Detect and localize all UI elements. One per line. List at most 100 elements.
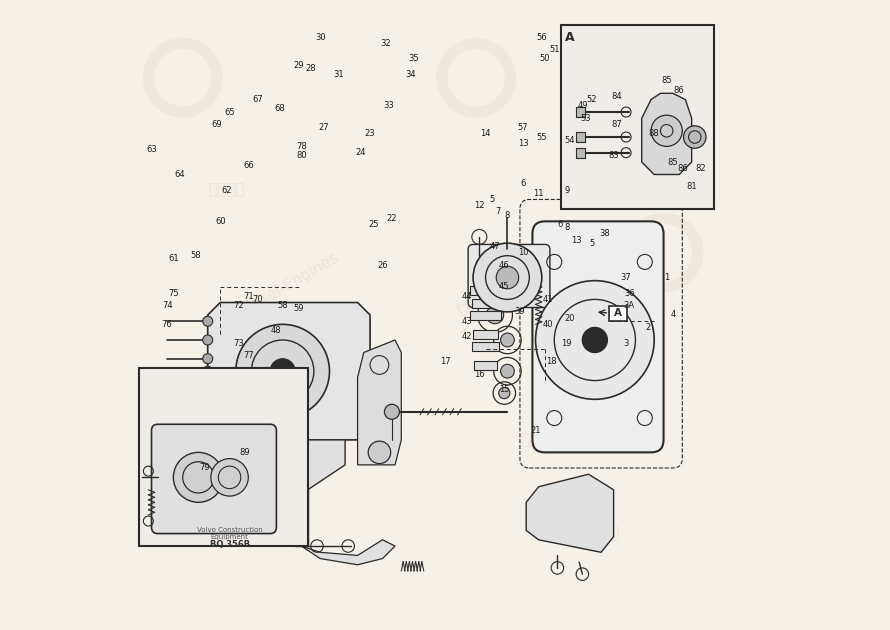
Text: 13: 13 <box>518 139 529 148</box>
Text: 66: 66 <box>243 161 254 169</box>
Text: 83: 83 <box>608 151 619 160</box>
Bar <box>474 361 497 370</box>
Text: 30: 30 <box>315 33 326 42</box>
Bar <box>576 147 586 158</box>
Text: 19: 19 <box>562 338 572 348</box>
Text: 10: 10 <box>518 248 529 257</box>
Text: 47: 47 <box>490 242 500 251</box>
Text: 紫发动力: 紫发动力 <box>302 432 338 447</box>
Polygon shape <box>526 474 613 553</box>
Text: 88: 88 <box>649 129 659 139</box>
Text: 25: 25 <box>368 220 378 229</box>
Circle shape <box>486 306 504 324</box>
Text: 87: 87 <box>611 120 622 129</box>
Text: 53: 53 <box>580 114 591 123</box>
Text: 77: 77 <box>243 351 254 360</box>
Circle shape <box>203 335 213 345</box>
Circle shape <box>174 452 223 502</box>
Text: 58: 58 <box>190 251 200 260</box>
Text: 9: 9 <box>564 186 570 195</box>
Text: 43: 43 <box>462 317 473 326</box>
Text: 85: 85 <box>661 76 672 85</box>
Text: A: A <box>565 31 575 43</box>
Text: 54: 54 <box>564 135 575 145</box>
Text: 15: 15 <box>499 386 510 394</box>
FancyBboxPatch shape <box>468 244 550 307</box>
Bar <box>576 107 586 117</box>
Text: 62: 62 <box>221 186 231 195</box>
Text: 22: 22 <box>386 214 397 223</box>
Text: 16: 16 <box>474 370 485 379</box>
Bar <box>139 368 308 546</box>
Text: 51: 51 <box>549 45 560 54</box>
Text: 20: 20 <box>564 314 575 323</box>
Text: 23: 23 <box>365 129 376 139</box>
Circle shape <box>498 387 510 399</box>
Bar <box>472 299 499 307</box>
Text: 37: 37 <box>620 273 632 282</box>
Text: 3A: 3A <box>624 301 635 310</box>
Circle shape <box>651 115 683 146</box>
Polygon shape <box>207 302 370 440</box>
Text: 17: 17 <box>440 357 450 366</box>
Text: 8: 8 <box>505 210 510 220</box>
Text: 80: 80 <box>296 151 307 160</box>
Circle shape <box>500 333 514 347</box>
Text: 79: 79 <box>199 464 210 472</box>
Text: 39: 39 <box>514 307 525 316</box>
Text: 紫发动力: 紫发动力 <box>583 526 619 541</box>
Text: 84: 84 <box>611 92 622 101</box>
Text: 35: 35 <box>409 54 419 64</box>
Text: 1: 1 <box>664 273 669 282</box>
Text: 85: 85 <box>668 158 678 166</box>
Circle shape <box>497 266 519 289</box>
Text: 42: 42 <box>462 333 472 341</box>
Text: 65: 65 <box>224 108 235 117</box>
Circle shape <box>684 126 706 148</box>
Text: BQ 356B: BQ 356B <box>209 540 249 549</box>
Circle shape <box>203 366 213 376</box>
Text: 13: 13 <box>570 236 581 244</box>
Text: 73: 73 <box>233 338 245 348</box>
Text: 14: 14 <box>481 129 491 139</box>
Bar <box>561 25 714 209</box>
Text: 55: 55 <box>537 132 547 142</box>
Text: 38: 38 <box>599 229 610 238</box>
Text: 24: 24 <box>355 148 366 157</box>
Text: 31: 31 <box>334 70 344 79</box>
Text: 5: 5 <box>490 195 495 204</box>
Circle shape <box>211 459 248 496</box>
Bar <box>576 132 586 142</box>
Text: 3: 3 <box>623 338 628 348</box>
Bar <box>473 330 498 339</box>
Text: 紫发动力: 紫发动力 <box>208 183 245 198</box>
Text: 61: 61 <box>168 255 179 263</box>
Text: 56: 56 <box>537 33 547 42</box>
Text: 52: 52 <box>587 95 597 104</box>
Text: Equipment: Equipment <box>211 534 248 540</box>
Bar <box>470 311 501 320</box>
Text: 41: 41 <box>543 295 554 304</box>
Text: 18: 18 <box>546 357 556 366</box>
Text: 86: 86 <box>677 164 688 173</box>
Text: 12: 12 <box>474 201 484 210</box>
Text: 69: 69 <box>212 120 222 129</box>
Text: 82: 82 <box>696 164 707 173</box>
Text: 40: 40 <box>543 320 554 329</box>
Text: 5: 5 <box>589 239 595 248</box>
Text: A: A <box>614 308 622 318</box>
Text: 81: 81 <box>686 183 697 192</box>
Text: Volvo Construction: Volvo Construction <box>197 527 263 534</box>
Circle shape <box>271 358 295 384</box>
Circle shape <box>203 316 213 326</box>
Text: 74: 74 <box>162 301 173 310</box>
Text: 32: 32 <box>380 39 391 48</box>
Polygon shape <box>358 340 401 465</box>
Text: 6: 6 <box>521 180 526 188</box>
Circle shape <box>536 280 654 399</box>
Text: 34: 34 <box>405 70 416 79</box>
Text: 28: 28 <box>305 64 316 73</box>
Text: 46: 46 <box>499 261 510 270</box>
Text: 8: 8 <box>564 223 570 232</box>
Polygon shape <box>642 93 692 175</box>
